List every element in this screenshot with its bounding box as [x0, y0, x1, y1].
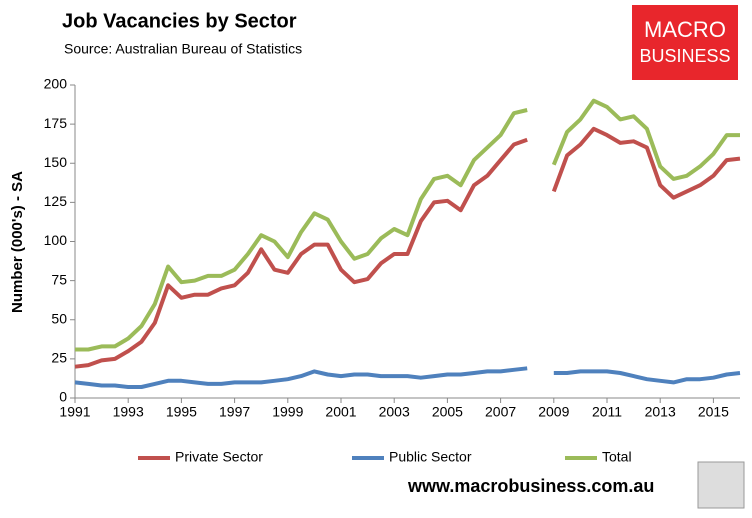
x-tick-label: 2005	[432, 404, 463, 420]
series-line	[75, 98, 740, 352]
y-tick-label: 50	[51, 310, 67, 326]
logo-box	[632, 5, 738, 80]
x-tick-label: 2011	[592, 404, 622, 420]
x-tick-label: 2009	[538, 404, 569, 420]
y-tick-label: 25	[51, 350, 67, 366]
x-tick-label: 2007	[485, 404, 516, 420]
chart-title: Job Vacancies by Sector	[62, 10, 297, 32]
x-tick-label: 2003	[379, 404, 410, 420]
logo-text: MACRO	[644, 17, 726, 42]
x-tick-label: 1999	[272, 404, 303, 420]
series-line	[74, 366, 741, 389]
x-tick-label: 1995	[166, 404, 197, 420]
y-tick-label: 150	[44, 154, 68, 170]
chart-subtitle: Source: Australian Bureau of Statistics	[64, 41, 302, 57]
footer-url: www.macrobusiness.com.au	[407, 476, 654, 496]
legend-label: Total	[602, 449, 632, 465]
y-tick-label: 0	[59, 389, 67, 405]
x-tick-label: 1997	[219, 404, 250, 420]
x-tick-label: 2015	[698, 404, 729, 420]
series-line	[74, 126, 741, 369]
y-tick-label: 200	[44, 76, 68, 92]
logo-icon	[697, 461, 745, 509]
y-tick-label: 175	[44, 115, 68, 131]
y-tick-label: 75	[51, 271, 67, 287]
x-tick-label: 1991	[59, 404, 90, 420]
legend-label: Private Sector	[175, 449, 263, 465]
legend-label: Public Sector	[389, 449, 472, 465]
y-tick-label: 125	[44, 193, 68, 209]
x-tick-label: 1993	[113, 404, 144, 420]
y-tick-label: 100	[44, 232, 68, 248]
x-tick-label: 2013	[645, 404, 676, 420]
x-tick-label: 2001	[325, 404, 356, 420]
logo-text: BUSINESS	[639, 46, 730, 66]
y-axis-label: Number (000's) - SA	[9, 171, 26, 313]
